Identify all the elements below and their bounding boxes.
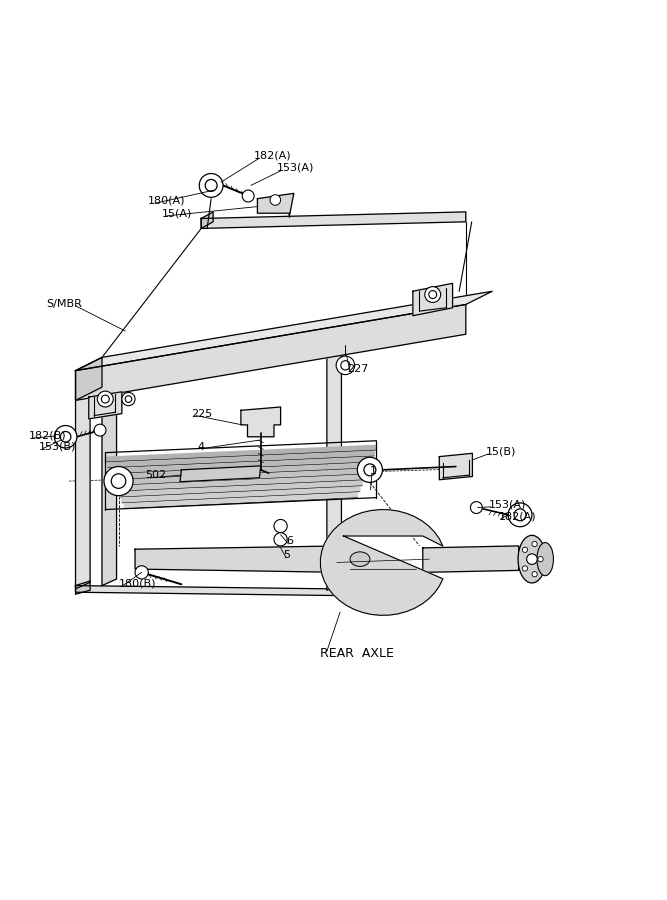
Circle shape xyxy=(522,547,528,553)
Circle shape xyxy=(532,572,537,577)
Polygon shape xyxy=(119,482,362,497)
Circle shape xyxy=(527,554,537,564)
Polygon shape xyxy=(89,392,122,418)
Text: 153(A): 153(A) xyxy=(489,500,526,509)
Text: 225: 225 xyxy=(191,409,213,419)
Polygon shape xyxy=(107,451,374,468)
Polygon shape xyxy=(102,379,117,586)
Text: 182(A): 182(A) xyxy=(254,150,291,161)
Text: 182(A): 182(A) xyxy=(499,511,536,521)
Ellipse shape xyxy=(518,536,546,583)
Polygon shape xyxy=(105,446,376,462)
Polygon shape xyxy=(75,586,334,596)
Circle shape xyxy=(101,395,109,403)
Text: 182(B): 182(B) xyxy=(29,430,67,440)
Ellipse shape xyxy=(350,552,370,566)
Circle shape xyxy=(358,457,382,482)
Circle shape xyxy=(270,194,281,205)
Text: 153(A): 153(A) xyxy=(277,163,315,173)
Circle shape xyxy=(125,396,132,402)
Text: 15(B): 15(B) xyxy=(486,446,516,456)
Circle shape xyxy=(429,291,437,299)
Polygon shape xyxy=(440,454,472,480)
Circle shape xyxy=(336,356,355,374)
Circle shape xyxy=(514,508,526,521)
Circle shape xyxy=(274,519,287,533)
Polygon shape xyxy=(75,304,466,400)
Text: 4: 4 xyxy=(198,442,205,452)
Text: REAR  AXLE: REAR AXLE xyxy=(320,647,394,661)
Polygon shape xyxy=(75,357,102,400)
Circle shape xyxy=(60,431,71,442)
Circle shape xyxy=(111,473,126,489)
Polygon shape xyxy=(75,581,90,594)
Text: 227: 227 xyxy=(347,364,368,374)
Text: 502: 502 xyxy=(145,470,166,480)
Polygon shape xyxy=(423,546,519,572)
Polygon shape xyxy=(122,487,360,503)
Text: 5: 5 xyxy=(283,550,290,560)
Polygon shape xyxy=(117,475,365,491)
Polygon shape xyxy=(327,327,342,590)
Circle shape xyxy=(135,566,148,579)
Ellipse shape xyxy=(537,543,554,576)
Circle shape xyxy=(205,179,217,192)
Polygon shape xyxy=(201,212,213,229)
Polygon shape xyxy=(257,194,293,217)
Polygon shape xyxy=(124,493,358,508)
Circle shape xyxy=(532,542,537,546)
Text: 153(B): 153(B) xyxy=(39,442,77,452)
Polygon shape xyxy=(115,469,367,485)
Polygon shape xyxy=(75,292,492,371)
Polygon shape xyxy=(75,392,90,589)
Circle shape xyxy=(341,361,350,370)
Circle shape xyxy=(94,424,106,436)
Polygon shape xyxy=(113,464,370,480)
Polygon shape xyxy=(135,546,344,572)
Circle shape xyxy=(55,426,77,448)
Polygon shape xyxy=(201,212,466,229)
Text: 1: 1 xyxy=(370,466,377,476)
Circle shape xyxy=(122,392,135,406)
Polygon shape xyxy=(180,466,261,482)
Circle shape xyxy=(508,503,532,526)
Circle shape xyxy=(364,464,376,476)
Text: S/MBR: S/MBR xyxy=(46,300,81,310)
Polygon shape xyxy=(110,457,372,473)
Polygon shape xyxy=(320,509,443,616)
Circle shape xyxy=(522,566,528,572)
Text: 180(A): 180(A) xyxy=(148,195,186,205)
Circle shape xyxy=(242,190,254,202)
Circle shape xyxy=(470,501,482,514)
Text: 6: 6 xyxy=(286,536,293,546)
Circle shape xyxy=(104,466,133,496)
Polygon shape xyxy=(413,284,453,316)
Circle shape xyxy=(199,174,223,197)
Circle shape xyxy=(425,286,441,302)
Text: 15(A): 15(A) xyxy=(161,208,192,218)
Text: 180(B): 180(B) xyxy=(119,579,156,589)
Circle shape xyxy=(97,392,113,407)
Circle shape xyxy=(274,533,287,546)
Circle shape xyxy=(538,556,543,562)
Polygon shape xyxy=(241,407,281,436)
